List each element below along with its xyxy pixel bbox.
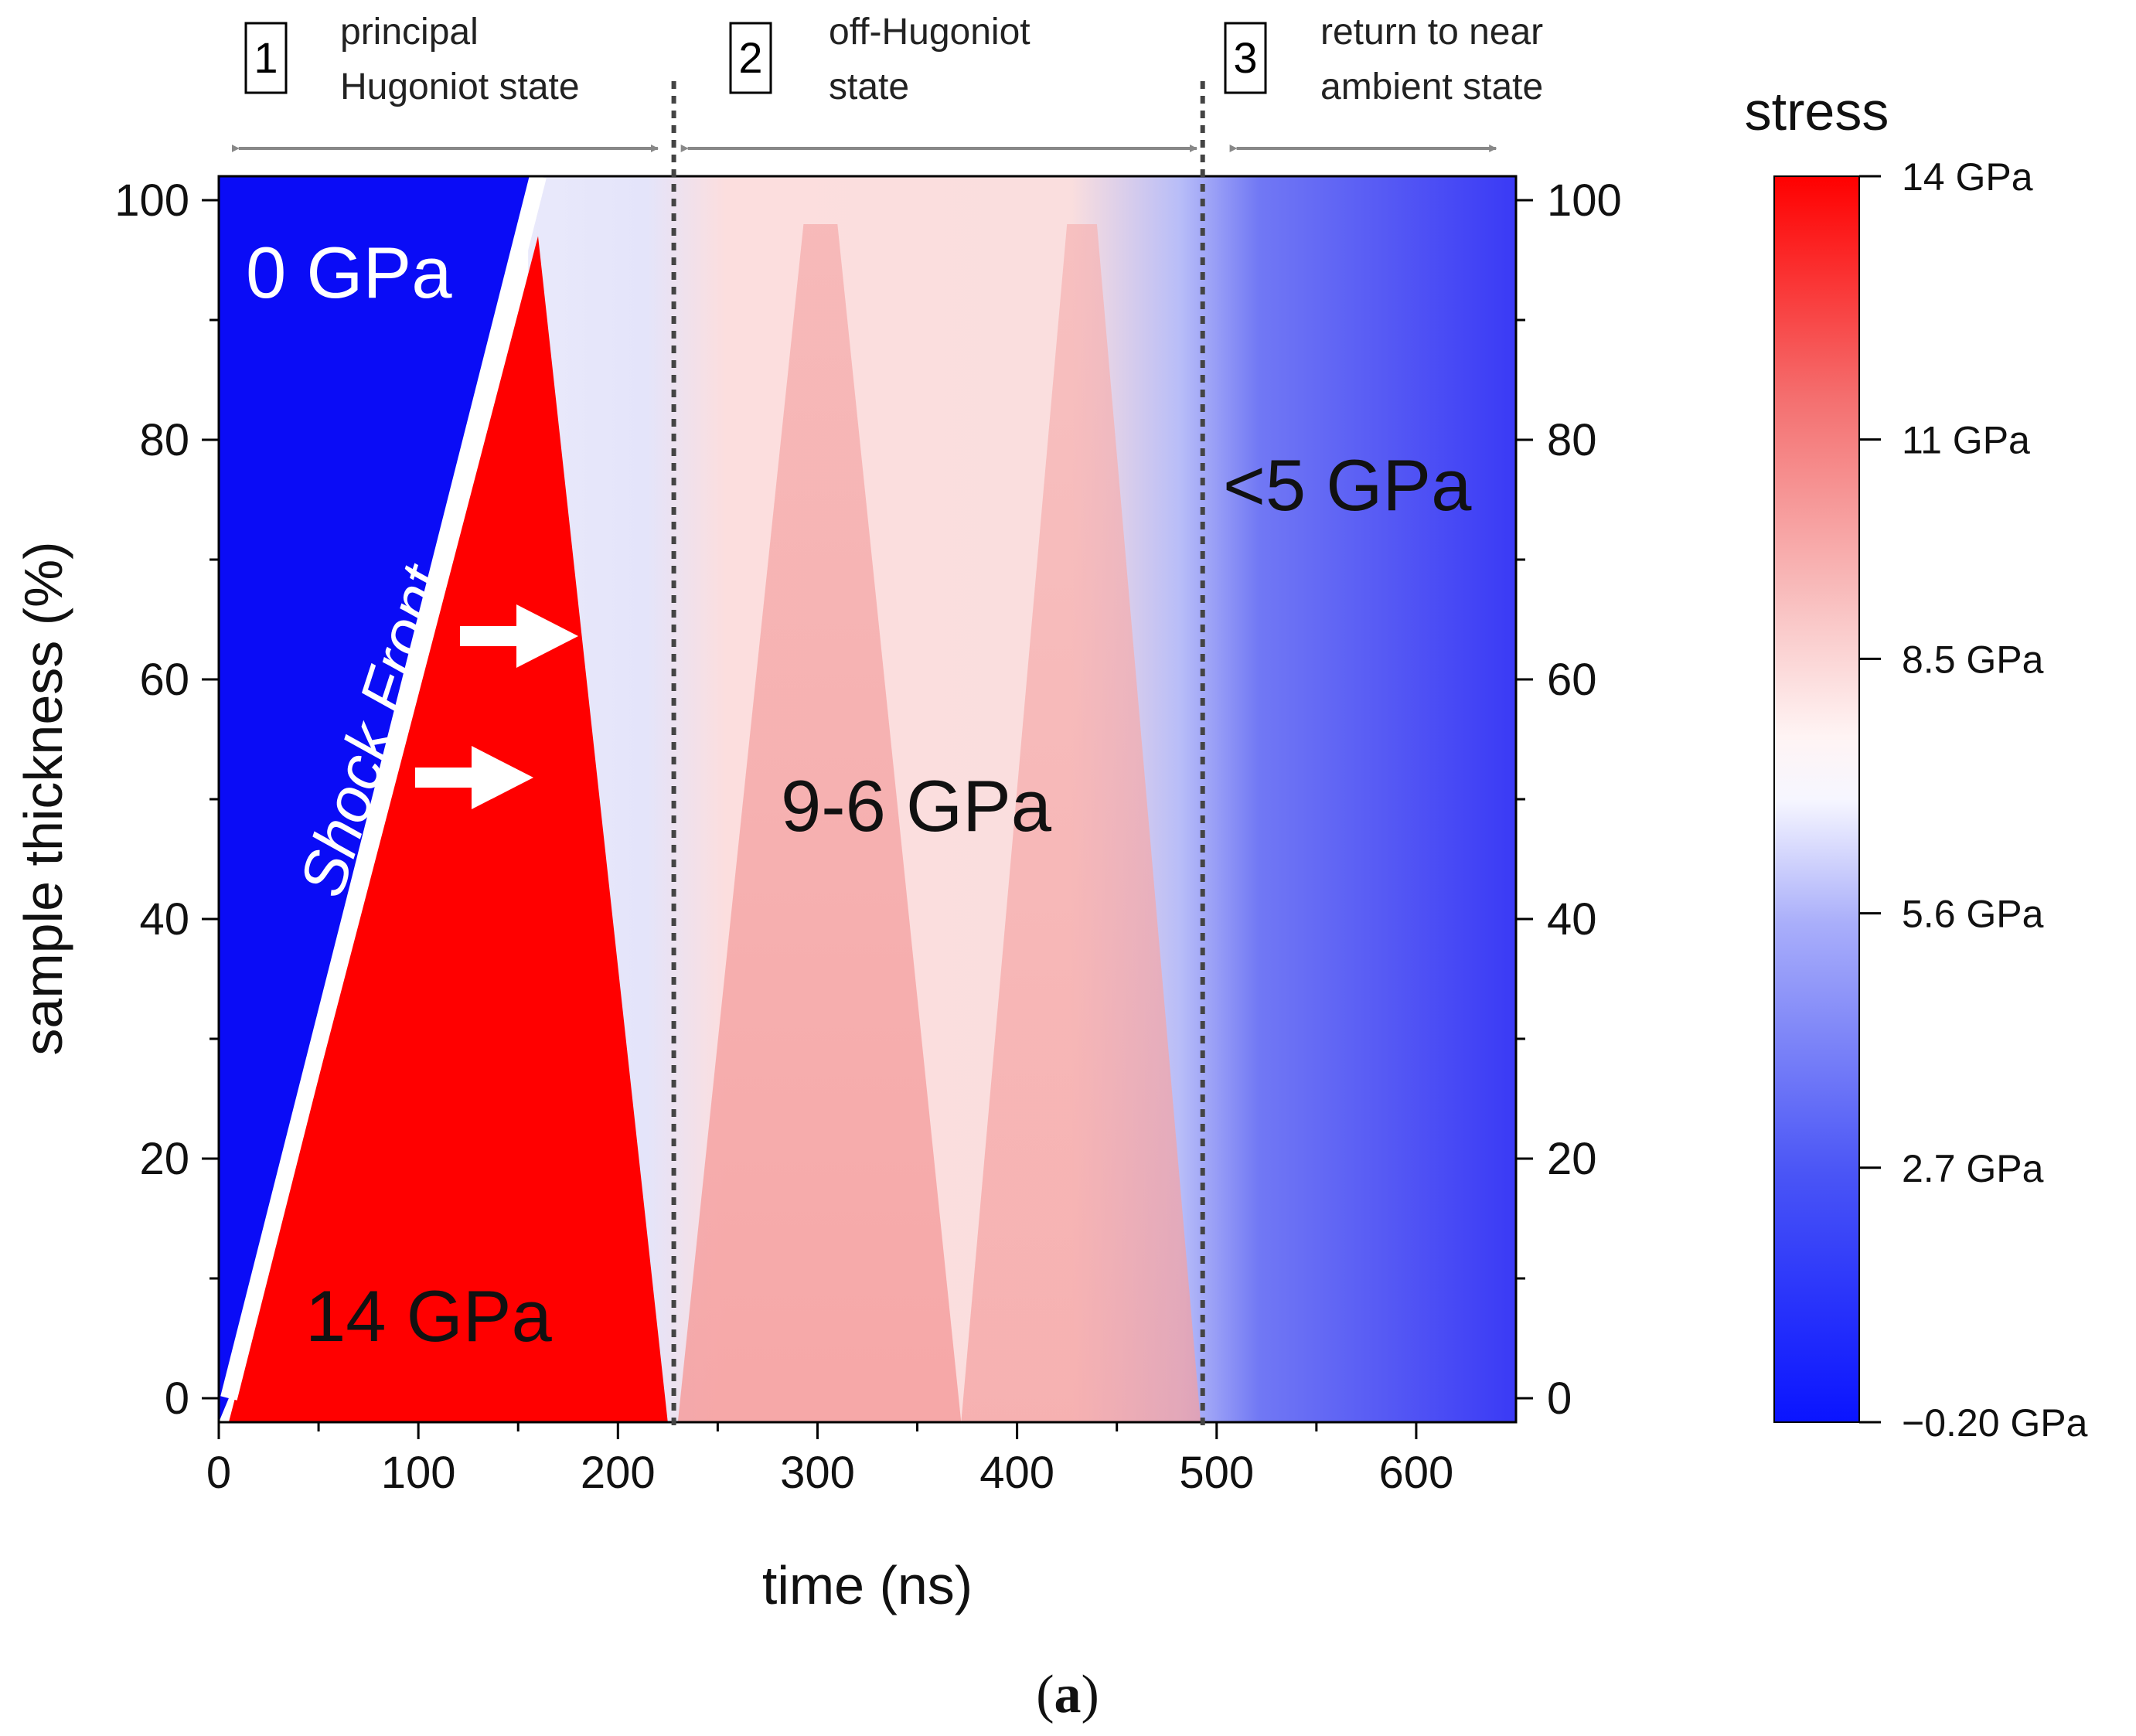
y-tick-label-left: 80 bbox=[139, 415, 189, 465]
phase-2-line2: state bbox=[829, 66, 909, 107]
phase-3-number: 3 bbox=[1233, 33, 1257, 82]
x-tick-label: 500 bbox=[1179, 1448, 1254, 1498]
colorbar-title: stress bbox=[1745, 81, 1889, 141]
phase-1-number-box bbox=[244, 22, 288, 94]
region-label-near-ambient: <5 GPa bbox=[1223, 444, 1472, 526]
phase-2-header: 2 off-Hugoniot state bbox=[729, 12, 1031, 107]
phase-3-header: 3 return to near ambient state bbox=[1224, 12, 1543, 107]
subfigure-label-open: ( bbox=[1036, 1665, 1054, 1724]
y-tick-label-left: 40 bbox=[139, 894, 189, 945]
phase-3-line1: return to near bbox=[1320, 12, 1543, 53]
region-label-hugoniot: 14 GPa bbox=[305, 1275, 552, 1356]
y-tick-label-right: 20 bbox=[1547, 1134, 1597, 1184]
colorbar bbox=[1773, 175, 1860, 1423]
y-tick-label-right: 0 bbox=[1547, 1373, 1572, 1424]
y-axis-ticks: 0 0 20 20 40 40 60 60 80 80 100 100 bbox=[114, 175, 1622, 1424]
propagation-arrow-upper bbox=[460, 604, 578, 668]
hugoniot-region bbox=[228, 236, 668, 1422]
phase-2-line1: off-Hugoniot bbox=[829, 12, 1031, 53]
y-tick-label-right: 100 bbox=[1547, 175, 1622, 226]
y-tick-label-right: 40 bbox=[1547, 894, 1597, 945]
heatmap-area bbox=[219, 176, 1516, 1422]
off-hugoniot-wave-left bbox=[677, 224, 962, 1422]
x-tick-label: 100 bbox=[381, 1448, 456, 1498]
subfigure-label: (a) bbox=[1036, 1665, 1099, 1724]
y-tick-label-left: 0 bbox=[165, 1373, 189, 1424]
phase-2-number-box bbox=[729, 22, 772, 94]
colorbar-tick-label: 11 GPa bbox=[1902, 419, 2030, 462]
subfigure-label-letter: a bbox=[1054, 1665, 1082, 1724]
x-tick-label: 200 bbox=[581, 1448, 656, 1498]
colorbar-tick-label: 8.5 GPa bbox=[1902, 638, 2044, 681]
propagation-arrow-lower bbox=[415, 746, 533, 809]
phase-3-number-box bbox=[1224, 22, 1267, 94]
x-axis-ticks: 0 100 200 300 400 500 600 bbox=[206, 1422, 1453, 1498]
phase-1-number: 1 bbox=[254, 33, 278, 82]
phase-3-line2: ambient state bbox=[1320, 66, 1543, 107]
y-tick-label-right: 60 bbox=[1547, 655, 1597, 705]
colorbar-tick-label: 14 GPa bbox=[1902, 155, 2033, 199]
off-hugoniot-wave-right bbox=[961, 224, 1201, 1422]
y-tick-label-right: 80 bbox=[1547, 415, 1597, 465]
colorbar-tick-label: −0.20 GPa bbox=[1902, 1401, 2088, 1445]
shock-front-line bbox=[220, 176, 547, 1401]
phase-1-header: 1 principal Hugoniot state bbox=[244, 12, 580, 107]
phase-2-number: 2 bbox=[738, 33, 762, 82]
y-tick-label-left: 20 bbox=[139, 1134, 189, 1184]
y-tick-label-left: 100 bbox=[114, 175, 189, 226]
phase-1-line1: principal bbox=[340, 12, 479, 53]
region-label-unshocked: 0 GPa bbox=[246, 232, 452, 313]
region-label-off-hugoniot: 9-6 GPa bbox=[781, 765, 1052, 846]
phase-1-line2: Hugoniot state bbox=[340, 66, 580, 107]
x-tick-label: 400 bbox=[979, 1448, 1054, 1498]
x-tick-label: 300 bbox=[780, 1448, 855, 1498]
subfigure-label-close: ) bbox=[1082, 1665, 1099, 1724]
y-tick-label-left: 60 bbox=[139, 655, 189, 705]
colorbar-tick-label: 5.6 GPa bbox=[1902, 893, 2044, 936]
colorbar-tick-label: 2.7 GPa bbox=[1902, 1147, 2044, 1190]
x-tick-label: 600 bbox=[1379, 1448, 1454, 1498]
x-axis-title: time (ns) bbox=[762, 1555, 973, 1615]
colorbar-ticks: 14 GPa 11 GPa 8.5 GPa 5.6 GPa 2.7 GPa −0.20 G… bbox=[1859, 155, 2088, 1445]
x-tick-label: 0 bbox=[206, 1448, 231, 1498]
y-axis-title: sample thickness (%) bbox=[13, 541, 73, 1055]
